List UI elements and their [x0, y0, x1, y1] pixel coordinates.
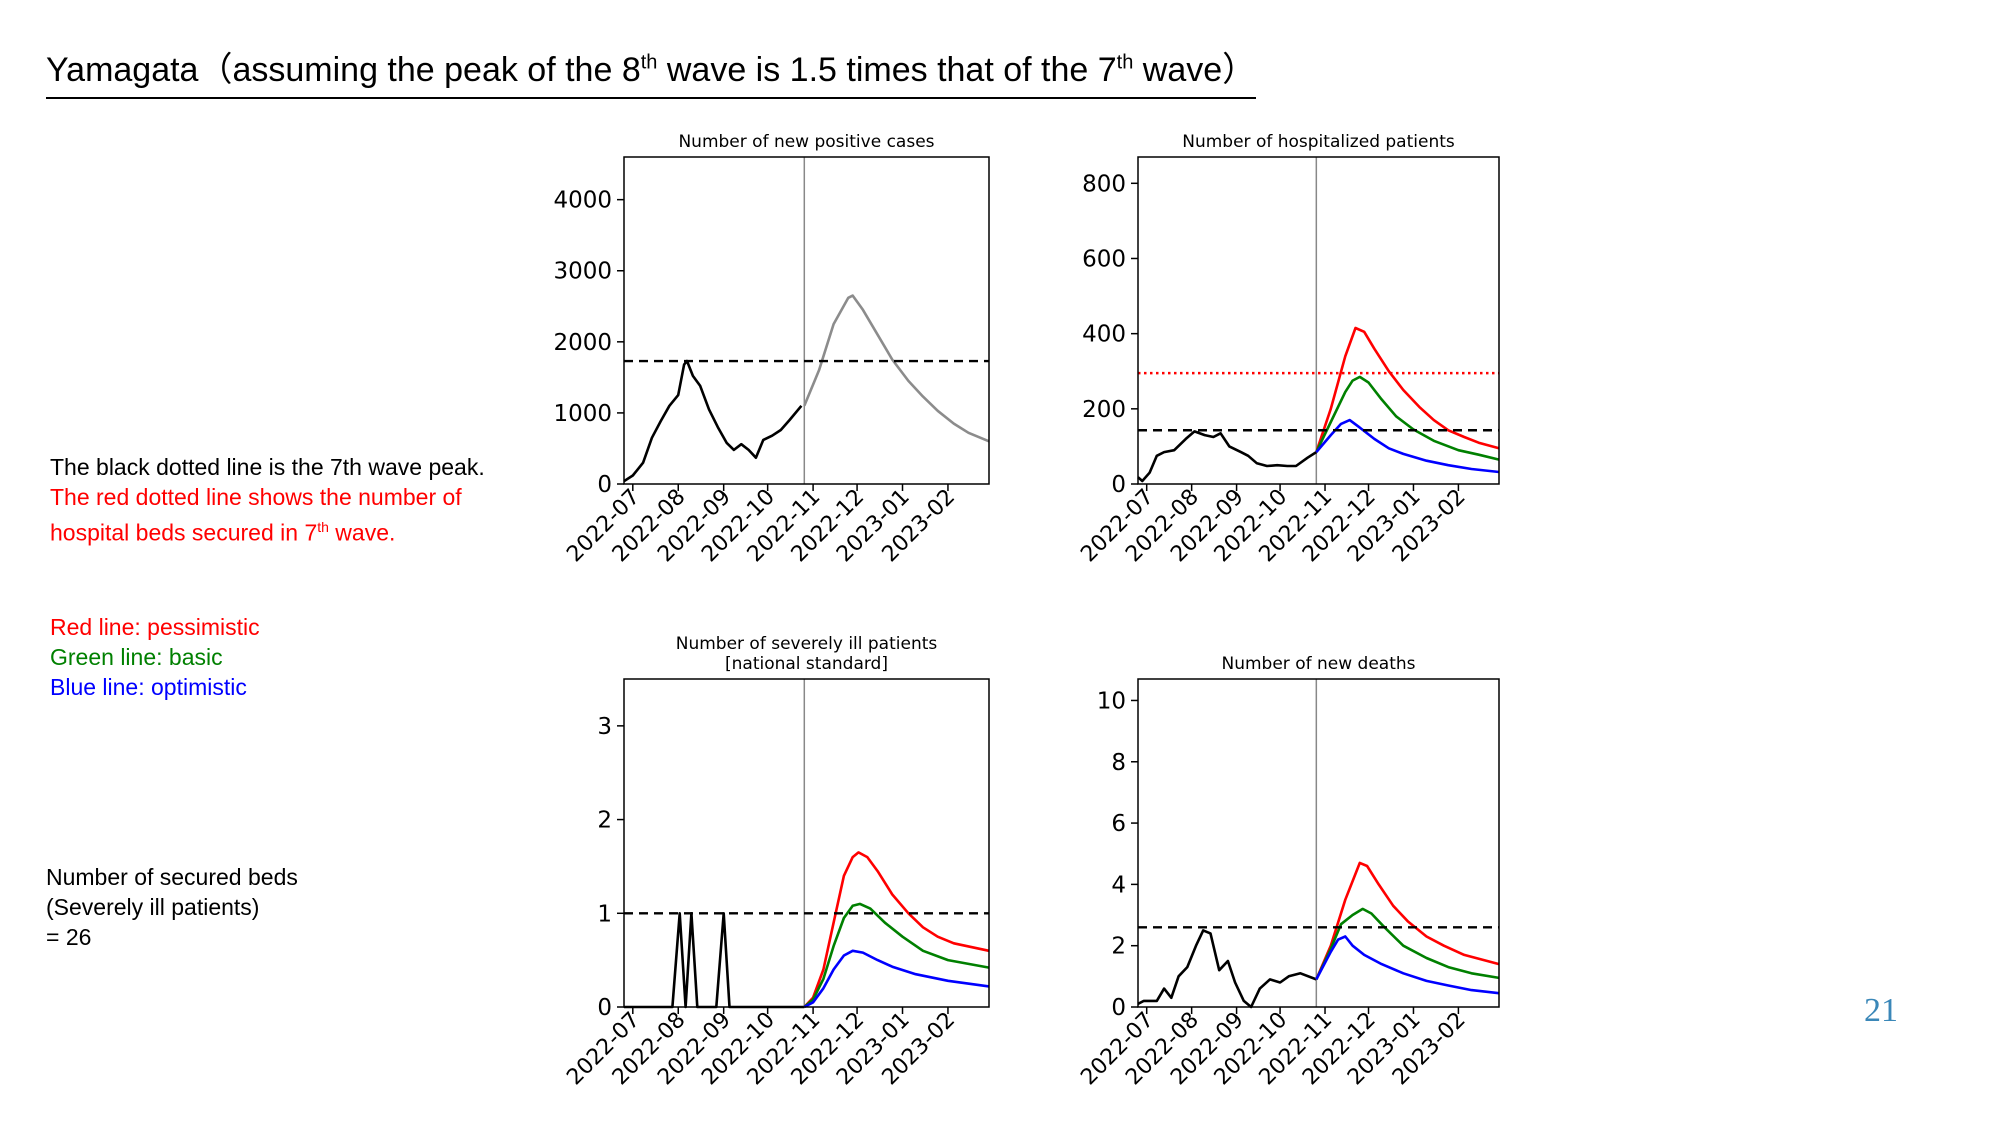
series-projection-line [803, 294, 990, 443]
chart-title: [national standard] [725, 654, 888, 674]
chart-4: Number of new deaths02468102022-072022-0… [1076, 654, 1500, 1090]
y-tick-label: 1 [597, 901, 612, 927]
chart-title: Number of new deaths [1222, 654, 1416, 674]
secured-beds-note: Number of secured beds (Severely ill pat… [46, 862, 298, 952]
chart-title: Number of new positive cases [678, 132, 934, 152]
note-red-2a: hospital beds secured in 7 [50, 519, 318, 546]
title-mid: wave is 1.5 times that of the 7 [657, 51, 1117, 89]
series-pessimistic-line [1315, 326, 1500, 453]
y-tick-label: 3 [597, 714, 612, 740]
plot-frame [1137, 156, 1500, 485]
series-optimistic-line [1315, 935, 1500, 995]
y-tick-label: 2 [1111, 934, 1126, 960]
scenario-legend: Red line: pessimistic Green line: basic … [50, 612, 260, 702]
y-tick-label: 0 [1111, 472, 1126, 498]
series-actual-line [624, 911, 805, 1009]
beds-line-2: (Severely ill patients) [46, 894, 260, 920]
y-tick-label: 200 [1082, 397, 1126, 423]
series-pessimistic-line [1315, 861, 1500, 980]
y-tick-label: 800 [1082, 171, 1126, 197]
y-tick-label: 2 [597, 808, 612, 834]
chart-2: Number of hospitalized patients 0 200 400 60… [1076, 132, 1500, 567]
series-basic-line [803, 902, 990, 1008]
y-tick-label: 10 [1097, 688, 1126, 714]
chart-title: Number of severely ill patients [676, 634, 938, 654]
legend-basic: Green line: basic [50, 644, 223, 670]
chart-3: Number of severely ill patients[national… [562, 634, 990, 1090]
y-tick-label: 0 [597, 995, 612, 1021]
y-tick-label: 400 [1082, 322, 1126, 348]
series-actual-line [623, 359, 803, 483]
plot-frame [623, 678, 990, 1008]
y-tick-label: 4000 [553, 188, 612, 214]
y-tick-label: 2000 [553, 330, 612, 356]
title-sup-1: th [640, 51, 658, 74]
legend-optimistic: Blue line: optimistic [50, 674, 247, 700]
beds-line-1: Number of secured beds [46, 864, 298, 890]
y-tick-label: 600 [1082, 246, 1126, 272]
note-red-2b: wave. [328, 519, 396, 546]
y-tick-label: 4 [1111, 872, 1126, 898]
note-red-2-sup: th [317, 519, 329, 535]
note-black-line: The black dotted line is the 7th wave pe… [50, 452, 485, 548]
page-number: 21 [1864, 992, 1898, 1029]
series-optimistic-line [803, 949, 990, 1009]
series-actual-line [1137, 929, 1317, 1009]
beds-line-3: = 26 [46, 924, 92, 950]
legend-pessimistic: Red line: pessimistic [50, 614, 260, 640]
y-tick-label: 3000 [553, 259, 612, 285]
chart-title: Number of hospitalized patients [1182, 132, 1455, 152]
series-actual-line [1137, 430, 1318, 483]
series-pessimistic-line [803, 851, 990, 1008]
note-black-text: The black dotted line is the 7th wave pe… [50, 454, 485, 480]
series-basic-line [1315, 375, 1500, 461]
y-tick-label: 8 [1111, 750, 1126, 776]
plot-frame [1137, 678, 1500, 1008]
title-main: Yamagata（assuming the peak of the 8 [46, 51, 641, 89]
y-tick-label: 1000 [553, 401, 612, 427]
note-red-line-2: hospital beds secured in 7th wave. [50, 512, 485, 548]
plot-frame [623, 156, 990, 485]
note-red-line-1: The red dotted line shows the number of [50, 484, 462, 510]
chart-1: Number of new positive cases 0 1000 2000 300… [553, 132, 990, 567]
y-tick-label: 0 [597, 472, 612, 498]
series-optimistic-line [1315, 418, 1500, 474]
slide-title: Yamagata（assuming the peak of the 8th wa… [46, 42, 1257, 99]
title-end: wave） [1133, 51, 1257, 89]
y-tick-label: 6 [1111, 811, 1126, 837]
title-sup-2: th [1116, 51, 1134, 74]
y-tick-label: 0 [1111, 995, 1126, 1021]
